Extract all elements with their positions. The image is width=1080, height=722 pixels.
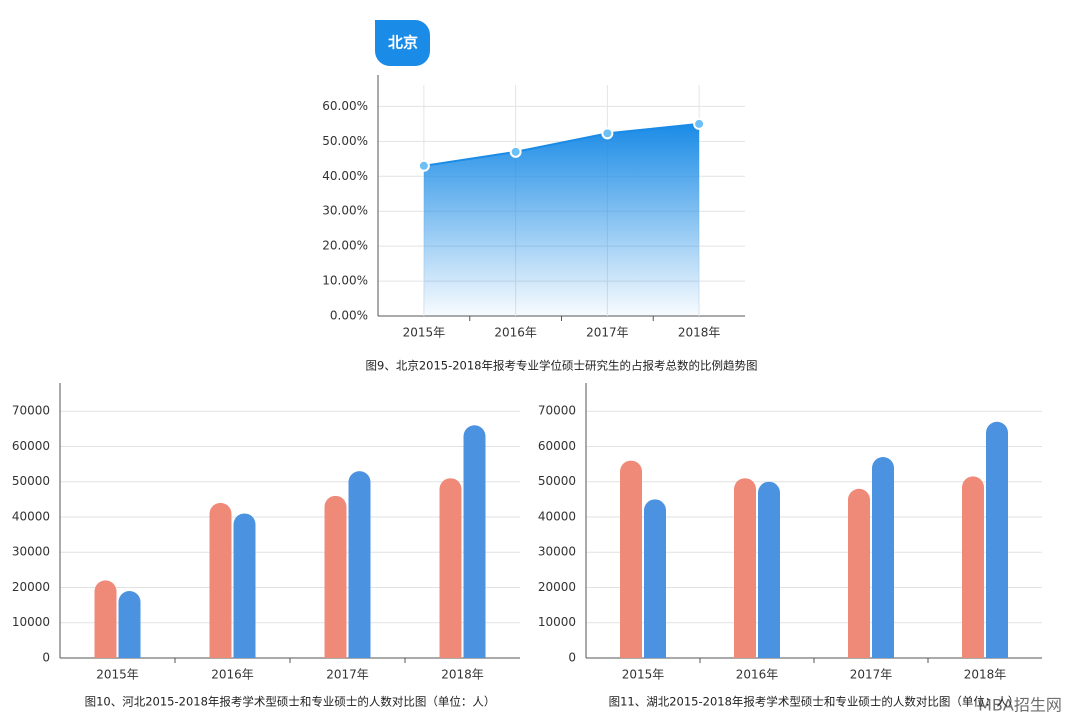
y-tick-label: 60000 <box>538 439 576 453</box>
badge-label: 北京 <box>388 34 418 52</box>
y-tick-label: 30000 <box>538 545 576 559</box>
point <box>693 117 706 130</box>
y-tick-label: 10000 <box>12 615 50 629</box>
x-tick-label: 2015年 <box>96 668 139 682</box>
bar <box>463 425 486 658</box>
y-tick-label: 0 <box>568 651 576 665</box>
bar <box>209 502 232 658</box>
area <box>423 123 700 316</box>
bar <box>986 421 1008 658</box>
x-tick-label: 2015年 <box>403 326 446 340</box>
y-tick-label: 70000 <box>538 404 576 418</box>
y-tick-label: 60000 <box>12 439 50 453</box>
point <box>601 127 614 140</box>
bar <box>620 460 642 658</box>
y-tick-label: 10000 <box>538 615 576 629</box>
bar <box>758 481 781 658</box>
y-tick-label: 0 <box>42 651 50 665</box>
bar <box>848 488 870 658</box>
y-tick-label: 40.00% <box>322 169 368 183</box>
x-tick-label: 2018年 <box>678 326 721 340</box>
x-tick-label: 2016年 <box>736 668 779 682</box>
y-tick-label: 20000 <box>12 580 50 594</box>
bar <box>872 457 894 658</box>
y-tick-label: 20.00% <box>322 239 368 253</box>
y-tick-label: 10.00% <box>322 274 368 288</box>
y-tick-label: 70000 <box>12 404 50 418</box>
watermark: MBA招生网 <box>978 696 1062 715</box>
point <box>417 159 430 172</box>
x-tick-label: 2018年 <box>441 668 484 682</box>
x-tick-label: 2017年 <box>850 668 893 682</box>
bar <box>324 495 347 658</box>
y-tick-label: 30.00% <box>322 204 368 218</box>
point <box>509 145 522 158</box>
y-tick-label: 60.00% <box>322 99 368 113</box>
bar <box>439 478 462 658</box>
x-tick-label: 2016年 <box>211 668 254 682</box>
y-tick-label: 40000 <box>12 509 50 523</box>
y-tick-label: 30000 <box>12 545 50 559</box>
y-tick-label: 50000 <box>12 474 50 488</box>
y-tick-label: 50000 <box>538 474 576 488</box>
bar <box>233 513 256 658</box>
y-tick-label: 20000 <box>538 580 576 594</box>
y-tick-label: 40000 <box>538 509 576 523</box>
x-tick-label: 2016年 <box>494 326 537 340</box>
bar <box>962 476 984 658</box>
bar <box>644 499 666 658</box>
line <box>423 122 700 167</box>
bar <box>94 580 117 658</box>
chart-title: 图11、湖北2015-2018年报考学术型硕士和专业硕士的人数对比图（单位：人） <box>609 695 1020 709</box>
bar <box>734 478 756 658</box>
y-tick-label: 0.00% <box>330 309 368 323</box>
x-tick-label: 2017年 <box>326 668 369 682</box>
x-tick-label: 2017年 <box>586 326 629 340</box>
chart-title: 图10、河北2015-2018年报考学术型硕士和专业硕士的人数对比图（单位：人） <box>85 695 496 709</box>
x-tick-label: 2018年 <box>964 668 1007 682</box>
x-tick-label: 2015年 <box>622 668 665 682</box>
chart-title: 图9、北京2015-2018年报考专业学位硕士研究生的占报考总数的比例趋势图 <box>366 359 758 373</box>
bar <box>348 471 371 658</box>
badge <box>375 20 430 66</box>
bar <box>118 591 141 658</box>
y-tick-label: 50.00% <box>322 134 368 148</box>
